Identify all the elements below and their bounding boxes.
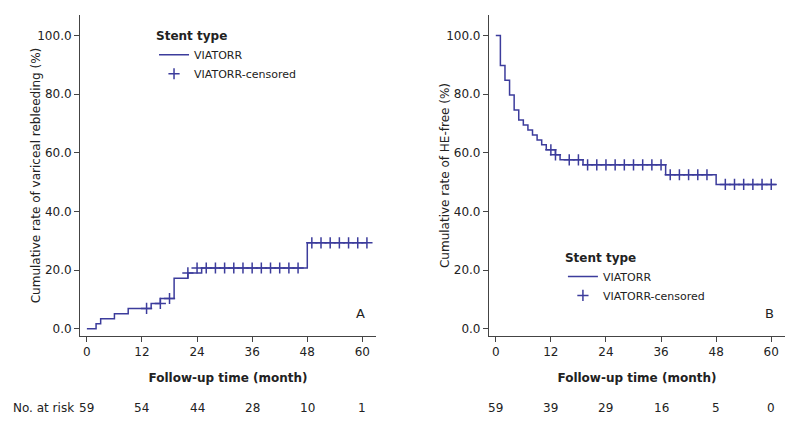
svg-text:48: 48 xyxy=(708,345,723,359)
svg-text:59: 59 xyxy=(488,401,503,415)
svg-text:60: 60 xyxy=(355,345,370,359)
svg-text:VIATORR: VIATORR xyxy=(603,271,651,284)
svg-text:80.0: 80.0 xyxy=(454,87,481,101)
svg-text:0: 0 xyxy=(767,401,775,415)
svg-text:16: 16 xyxy=(654,401,669,415)
svg-text:100.0: 100.0 xyxy=(446,29,480,43)
svg-text:60.0: 60.0 xyxy=(45,146,72,160)
svg-text:0: 0 xyxy=(83,345,91,359)
svg-text:5: 5 xyxy=(712,401,720,415)
svg-text:No. at risk: No. at risk xyxy=(13,401,74,415)
svg-text:12: 12 xyxy=(543,345,558,359)
svg-text:Stent type: Stent type xyxy=(565,251,636,265)
svg-text:Cumulative rate of variceal re: Cumulative rate of variceal rebleeding (… xyxy=(29,48,43,304)
svg-text:Follow-up time (month): Follow-up time (month) xyxy=(149,371,308,385)
svg-text:0.0: 0.0 xyxy=(53,322,72,336)
svg-text:44: 44 xyxy=(190,401,205,415)
svg-text:20.0: 20.0 xyxy=(454,263,481,277)
svg-text:29: 29 xyxy=(598,401,613,415)
svg-text:VIATORR-censored: VIATORR-censored xyxy=(603,290,705,303)
svg-text:80.0: 80.0 xyxy=(45,87,72,101)
svg-text:0.0: 0.0 xyxy=(461,322,480,336)
svg-text:12: 12 xyxy=(134,345,149,359)
svg-text:20.0: 20.0 xyxy=(45,263,72,277)
svg-text:40.0: 40.0 xyxy=(45,205,72,219)
svg-text:Follow-up time (month): Follow-up time (month) xyxy=(557,371,716,385)
svg-text:1: 1 xyxy=(358,401,366,415)
svg-text:28: 28 xyxy=(245,401,260,415)
svg-text:Stent type: Stent type xyxy=(156,29,227,43)
svg-text:100.0: 100.0 xyxy=(37,29,71,43)
svg-text:B: B xyxy=(765,306,774,321)
svg-text:48: 48 xyxy=(300,345,315,359)
svg-text:54: 54 xyxy=(134,401,149,415)
svg-text:VIATORR-censored: VIATORR-censored xyxy=(194,68,296,81)
svg-text:36: 36 xyxy=(653,345,668,359)
svg-text:60.0: 60.0 xyxy=(454,146,481,160)
svg-text:60: 60 xyxy=(764,345,779,359)
svg-text:24: 24 xyxy=(189,345,204,359)
svg-text:Cumulative rate of HE-free (%): Cumulative rate of HE-free (%) xyxy=(438,83,452,268)
svg-text:A: A xyxy=(356,306,365,321)
svg-text:40.0: 40.0 xyxy=(454,205,481,219)
svg-text:39: 39 xyxy=(543,401,558,415)
svg-text:VIATORR: VIATORR xyxy=(194,49,242,62)
svg-text:24: 24 xyxy=(598,345,613,359)
svg-text:10: 10 xyxy=(300,401,315,415)
svg-text:59: 59 xyxy=(79,401,94,415)
svg-text:0: 0 xyxy=(492,345,500,359)
svg-text:36: 36 xyxy=(245,345,260,359)
